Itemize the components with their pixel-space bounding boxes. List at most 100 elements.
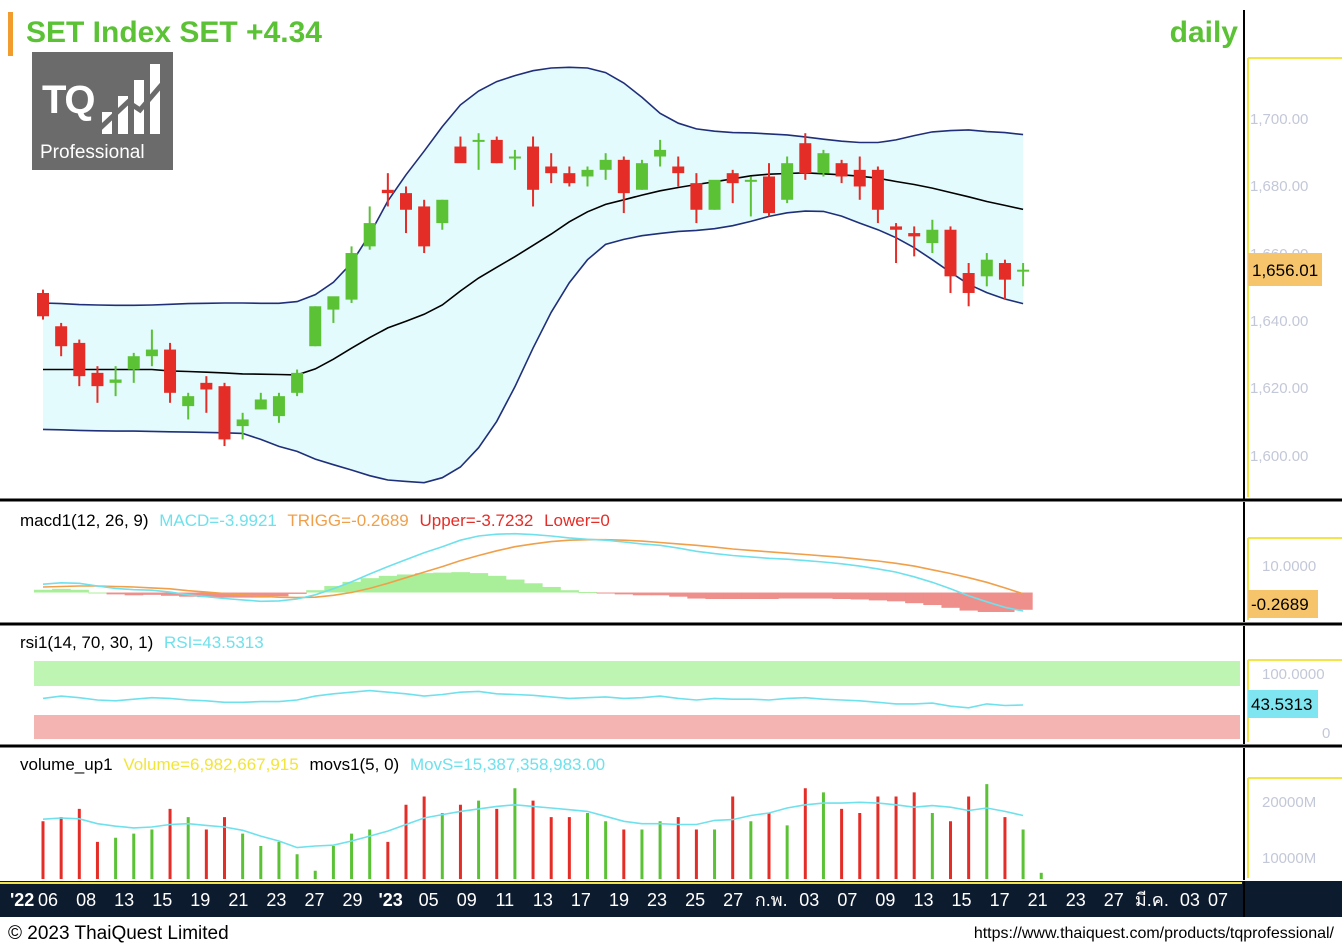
price-tick-label: 1,700.00 [1250,111,1308,128]
volume-bar [440,813,444,879]
volume-bar [967,796,971,879]
date-tick-label: 21 [1028,890,1048,910]
bollinger-lower-line [42,210,1024,484]
candle [599,153,612,180]
last-price-label: 1,656.01 [1252,261,1318,280]
volume-bar [767,813,771,879]
candle-body [127,356,140,370]
date-tick-label: '22 [10,890,34,910]
macd-last-label: -0.2689 [1251,595,1309,614]
candle-body [635,163,648,190]
volume-legend-name: volume_up1 [20,755,113,774]
candle-body [91,372,104,387]
candle [508,149,521,170]
interval-label[interactable]: daily [1170,16,1239,49]
candle [37,289,49,320]
candle [309,306,322,347]
rsi-overbought-zone [34,661,1240,686]
macd-histogram-bar [1014,592,1033,610]
candle [400,186,412,234]
rsi-tick-bottom: 0 [1322,725,1330,742]
date-tick-label: 07 [837,890,857,910]
candle-body [599,159,612,170]
candle [744,176,757,217]
volume-legend-value: Volume=6,982,667,915 [123,755,298,774]
candle-body [853,169,866,187]
candle-body [545,166,558,174]
macd-legend-trigg: TRIGG=-0.2689 [287,511,408,530]
candle [908,226,921,257]
macd-histogram-bar [759,592,779,600]
candle [962,263,975,307]
candle [127,352,140,383]
candle-body [998,263,1011,280]
candle-body [145,349,158,357]
volume-bar [604,821,608,879]
footer-url[interactable]: https://www.thaiquest.com/products/tqpro… [973,925,1334,942]
volume-bar [1021,829,1025,879]
macd-histogram-bar [142,592,162,595]
rsi-line [42,689,1024,709]
macd-histogram-bar [215,592,235,598]
candle-body [381,189,394,194]
candle [1017,263,1030,287]
candle-body [799,143,812,174]
candle-body [472,139,485,142]
date-tick-label: 03 [1180,890,1200,910]
volume-bar [295,854,299,879]
price-tick-label: 1,680.00 [1250,178,1308,195]
rsi-panel: rsi1(14, 70, 30, 1) RSI=43.5313 100.0000… [0,626,1342,744]
date-tick-label: 23 [1066,890,1086,910]
volume-bar [313,870,317,879]
candle-body [454,146,467,164]
volume-bar [1039,872,1043,879]
volume-bar [241,833,245,879]
candle [890,223,903,264]
date-tick-label: 23 [266,890,286,910]
candle-body [563,173,576,184]
candle-body [926,229,939,244]
volume-bar [912,792,916,879]
volume-bar [640,829,644,879]
volume-bar [658,821,662,879]
candle [926,219,939,254]
date-tick-label: 15 [952,890,972,910]
macd-line [42,532,1024,612]
volume-bar [422,796,426,879]
rsi-legend-value: RSI=43.5313 [164,633,264,652]
rsi-oversold-zone [34,715,1240,739]
volume-bar [549,817,553,879]
macd-tick-label: 10.0000 [1262,558,1316,575]
date-tick-label: 15 [152,890,172,910]
candle-body [418,206,431,247]
macd-histogram-bar [868,592,888,601]
candle [490,136,503,164]
macd-histogram-bar [288,592,307,594]
candle [436,199,449,230]
date-tick-label: 03 [799,890,819,910]
candle-body [871,169,884,210]
volume-bar [713,829,717,879]
candle [690,173,703,224]
volume-bar [840,808,844,879]
date-tick-label: 13 [533,890,553,910]
date-tick-label: 17 [990,890,1010,910]
volume-bar [622,829,626,879]
volume-bar [731,796,735,879]
date-tick-label: '23 [378,890,402,910]
volume-bar [949,821,952,879]
date-tick-label: 19 [190,890,210,910]
volume-bar [1003,817,1007,879]
volume-bar [477,800,481,879]
macd-histogram-bar [306,590,325,593]
date-tick-label: 23 [647,890,667,910]
date-axis-labels: '22 06 08 13 15 19 21 23 27 29 '23 05 09 11 13 17 19 23 25… [10,890,1228,910]
macd-histogram-bar [651,592,670,596]
macd-histogram-bar [886,592,906,602]
movs-legend-value: MovS=15,387,358,983.00 [410,755,605,774]
candle-body [309,306,322,347]
macd-histogram-bar [415,573,434,593]
volume-bar [894,796,898,879]
volume-bar [930,813,934,879]
candle-body [726,173,739,184]
